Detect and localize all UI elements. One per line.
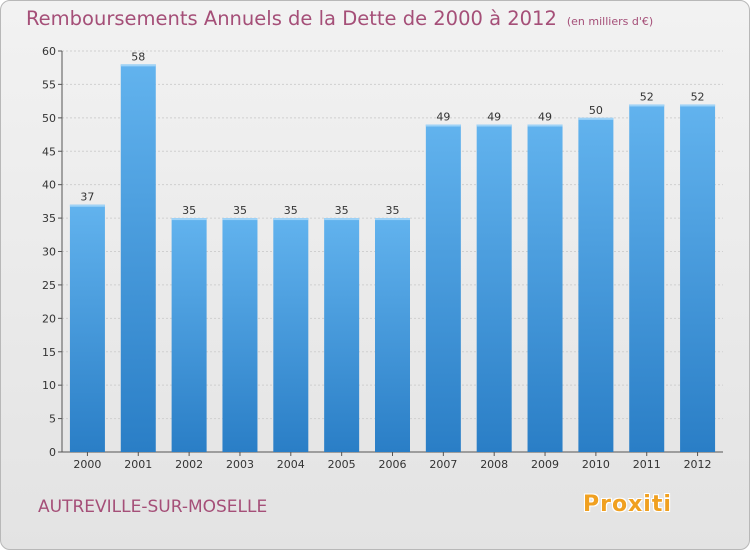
bar bbox=[477, 125, 512, 452]
y-tick-label: 50 bbox=[42, 112, 56, 125]
value-label: 49 bbox=[436, 111, 450, 124]
bar-cap bbox=[477, 125, 512, 127]
bar bbox=[680, 104, 715, 452]
bar bbox=[426, 125, 461, 452]
bar bbox=[121, 64, 156, 452]
y-tick-label: 30 bbox=[42, 246, 56, 259]
bar bbox=[324, 218, 359, 452]
x-tick-label: 2004 bbox=[277, 458, 305, 471]
value-label: 35 bbox=[233, 204, 247, 217]
y-tick-label: 40 bbox=[42, 179, 56, 192]
x-tick-label: 2001 bbox=[124, 458, 152, 471]
commune-name: AUTREVILLE-SUR-MOSELLE bbox=[38, 497, 267, 517]
bar bbox=[375, 218, 410, 452]
bar-chart: 0 5 10 15 20 25 30 35 40 45 50 55 60 2000 2001 2002 2003… bbox=[1, 1, 750, 550]
bar bbox=[172, 218, 207, 452]
bar bbox=[629, 104, 664, 452]
y-tick-label: 45 bbox=[42, 145, 56, 158]
x-tick-label: 2006 bbox=[379, 458, 407, 471]
bar bbox=[578, 118, 613, 452]
value-label: 52 bbox=[640, 90, 654, 103]
y-tick-label: 0 bbox=[49, 446, 56, 459]
y-tick-label: 25 bbox=[42, 279, 56, 292]
value-label: 35 bbox=[284, 204, 298, 217]
bar-cap bbox=[222, 218, 257, 220]
value-label: 58 bbox=[131, 50, 145, 63]
bar bbox=[222, 218, 257, 452]
value-label: 35 bbox=[335, 204, 349, 217]
bar-cap bbox=[70, 205, 105, 207]
value-label: 49 bbox=[538, 111, 552, 124]
bar bbox=[70, 205, 105, 452]
y-tick-label: 20 bbox=[42, 312, 56, 325]
x-tick-label: 2003 bbox=[226, 458, 254, 471]
x-tick-label: 2005 bbox=[328, 458, 356, 471]
bar-cap bbox=[578, 118, 613, 120]
x-tick-label: 2010 bbox=[582, 458, 610, 471]
x-tick-label: 2008 bbox=[480, 458, 508, 471]
y-tick-label: 5 bbox=[49, 413, 56, 426]
y-tick-label: 55 bbox=[42, 78, 56, 91]
y-tick-label: 15 bbox=[42, 346, 56, 359]
bar-cap bbox=[273, 218, 308, 220]
bar-cap bbox=[528, 125, 563, 127]
bar-cap bbox=[426, 125, 461, 127]
x-tick-label: 2007 bbox=[429, 458, 457, 471]
bar bbox=[273, 218, 308, 452]
y-tick-label: 35 bbox=[42, 212, 56, 225]
value-label: 52 bbox=[691, 90, 705, 103]
bar-cap bbox=[324, 218, 359, 220]
bar-cap bbox=[172, 218, 207, 220]
y-tick-label: 10 bbox=[42, 379, 56, 392]
value-label: 50 bbox=[589, 104, 603, 117]
value-label: 35 bbox=[386, 204, 400, 217]
proxiti-logo: Proxiti bbox=[583, 492, 672, 517]
value-label: 49 bbox=[487, 111, 501, 124]
x-tick-label: 2000 bbox=[73, 458, 101, 471]
value-label: 35 bbox=[182, 204, 196, 217]
y-tick-label: 60 bbox=[42, 45, 56, 58]
x-tick-label: 2002 bbox=[175, 458, 203, 471]
value-label: 37 bbox=[80, 191, 94, 204]
bar-cap bbox=[375, 218, 410, 220]
bar bbox=[528, 125, 563, 452]
x-tick-label: 2009 bbox=[531, 458, 559, 471]
x-tick-label: 2011 bbox=[633, 458, 661, 471]
bar-cap bbox=[629, 104, 664, 106]
bar-cap bbox=[680, 104, 715, 106]
bar-cap bbox=[121, 64, 156, 66]
chart-frame: Remboursements Annuels de la Dette de 20… bbox=[0, 0, 750, 550]
x-tick-label: 2012 bbox=[684, 458, 712, 471]
